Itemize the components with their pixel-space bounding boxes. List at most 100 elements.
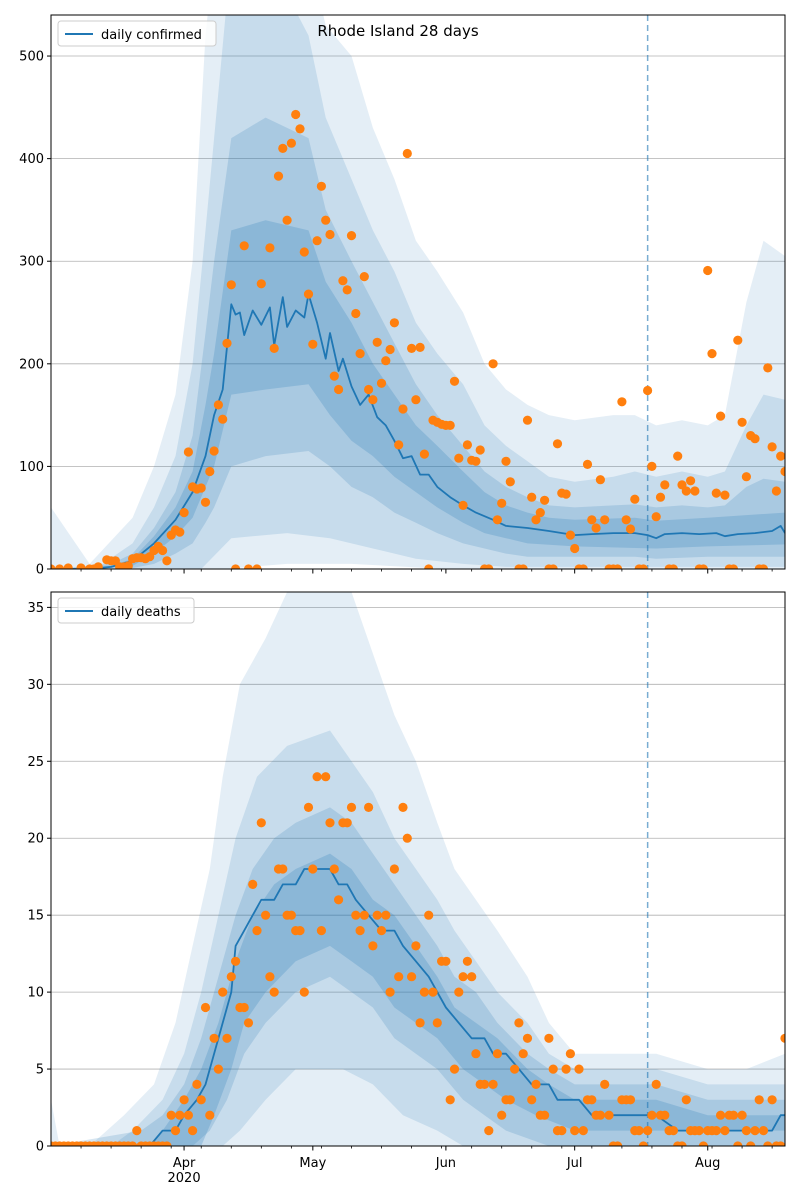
deaths-point [733,1141,743,1146]
deaths-point [200,1002,211,1013]
confirmed-point [316,181,326,191]
confirmed-point [716,411,726,421]
deaths-point [342,818,352,828]
deaths-band-0 [51,592,785,1146]
deaths-point [368,941,378,951]
deaths-point [574,1064,584,1074]
deaths-point [484,1126,494,1136]
confirmed-point [621,515,631,525]
confirmed-point [265,243,275,253]
confirmed-point [162,556,172,566]
deaths-point [694,1126,704,1136]
confirmed-point [535,507,545,518]
confirmed-point [398,404,408,414]
confirmed-point [329,371,339,381]
deaths-point [527,1095,537,1105]
confirmed-line [51,293,785,569]
deaths-point [398,802,408,813]
deaths-point [720,1126,730,1136]
confirmed-point [368,395,378,405]
deaths-point [205,1110,215,1120]
deaths-point [346,802,357,813]
confirmed-point [750,434,760,444]
confirmed-point [561,489,571,499]
deaths-point [402,833,412,843]
confirmed-point [334,384,344,395]
confirmed-point [505,477,515,487]
deaths-point [192,1079,202,1089]
deaths-point [295,926,305,936]
confirmed-point [179,507,189,518]
deaths-x-tick-label: Jul [566,1156,583,1171]
deaths-point [162,1141,172,1146]
deaths-y-tick-label: 30 [27,678,44,693]
confirmed-point [501,456,511,466]
deaths-point [170,1126,181,1136]
deaths-point [531,1079,541,1089]
deaths-point [303,802,314,813]
confirmed-point [278,143,288,153]
deaths-x-tick-label: May [299,1156,326,1171]
confirmed-point [346,231,357,241]
confirmed-legend-label: daily confirmed [101,28,202,43]
confirmed-point [355,349,365,359]
deaths-point [179,1095,189,1105]
confirmed-point [578,564,588,569]
deaths-point [261,910,271,920]
deaths-point [509,1064,520,1074]
deaths-point [548,1064,558,1074]
deaths-point [407,972,417,982]
confirmed-point [613,564,623,569]
confirmed-point [381,356,391,366]
confirmed-point [342,285,352,295]
confirmed-band-2 [51,117,785,569]
confirmed-point [771,486,782,496]
confirmed-point [518,564,528,569]
deaths-point [488,1079,498,1089]
deaths-point [763,1141,773,1146]
confirmed-point [243,564,254,569]
deaths-point [329,864,339,874]
deaths-point [711,1126,721,1136]
deaths-point [750,1126,760,1136]
confirmed-plot-frame [50,14,786,570]
confirmed-point [643,385,653,396]
confirmed-point [681,486,691,496]
deaths-point [595,1110,606,1120]
confirmed-y-tick-label: 400 [19,152,44,167]
deaths-point [269,987,279,997]
confirmed-point [527,492,537,502]
deaths-y-axis: 0 5 10 15 20 25 30 35 [27,601,51,1155]
deaths-point [716,1110,726,1120]
confirmed-y-axis: 0 100 200 300 400 500 [19,50,51,578]
deaths-point [643,1126,653,1136]
deaths-y-tick-label: 25 [27,755,44,770]
confirmed-point [303,289,314,299]
confirmed-point [321,215,331,225]
confirmed-point [565,530,576,540]
confirmed-point [763,363,773,373]
deaths-point [668,1126,679,1136]
deaths-band-2 [51,807,785,1146]
deaths-point [128,1141,138,1146]
confirmed-point [359,272,369,282]
deaths-x-tick-sublabel: 2020 [168,1171,201,1186]
confirmed-point [582,459,593,469]
confirmed-line-layer [51,293,785,569]
deaths-point [381,910,391,920]
confirmed-panel: 0 100 200 300 400 500 Rhode Island 28 days da… [19,14,786,578]
confirmed-point [540,495,550,505]
confirmed-point [673,451,683,461]
confirmed-point [458,500,468,510]
confirmed-point [548,564,558,569]
deaths-point [415,1018,425,1028]
confirmed-point [522,415,533,425]
confirmed-point [587,515,597,525]
confirmed-point [158,545,168,556]
confirmed-point [93,562,103,569]
deaths-point [522,1033,533,1043]
confirmed-point [741,472,752,482]
deaths-point [441,956,451,966]
deaths-point [758,1126,769,1136]
deaths-point [514,1018,524,1028]
